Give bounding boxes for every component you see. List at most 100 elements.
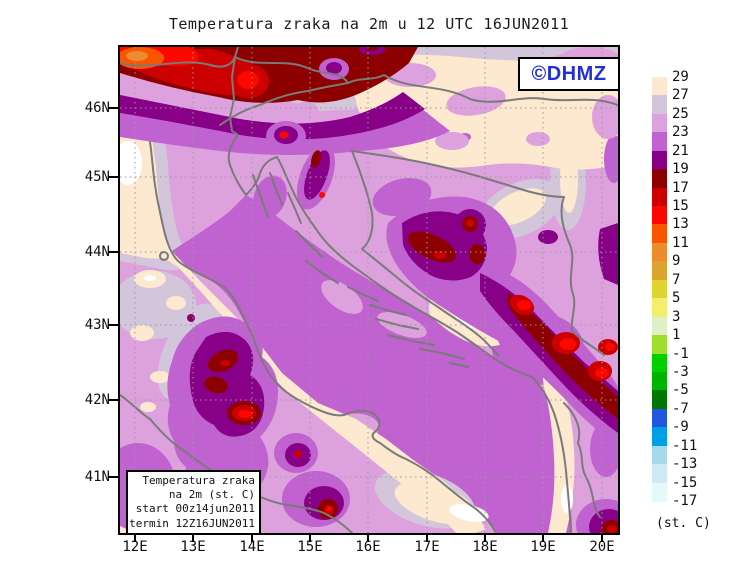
lon-tick-mark — [426, 535, 428, 542]
legend-tick-label: 7 — [672, 271, 681, 288]
run-info-line: termin 12Z16JUN2011 — [129, 516, 255, 530]
legend-tick-label: 29 — [672, 69, 689, 85]
legend-color-box — [652, 298, 667, 318]
lat-tick-mark — [108, 107, 118, 109]
legend-color-box — [652, 77, 667, 97]
legend-tick-label: 1 — [672, 327, 681, 344]
lon-tick-mark — [134, 535, 136, 542]
sava-border — [351, 150, 565, 198]
bottom-right-mountains — [576, 499, 618, 533]
lon-tick-label: 20E — [589, 539, 615, 555]
run-info-line: start 00z14jun2011 — [135, 502, 255, 516]
run-info-line: Temperatura zraka — [142, 474, 255, 487]
lon-tick-mark — [542, 535, 544, 542]
legend-tick-label: -5 — [672, 382, 689, 399]
figure-title: Temperatura zraka na 2m u 12 UTC 16JUN20… — [168, 15, 570, 33]
legend-color-box — [652, 261, 667, 281]
lat-tick-mark — [108, 251, 118, 253]
legend-tick-label: 5 — [672, 290, 681, 307]
legend-color-box — [652, 482, 667, 502]
alpine-borders — [120, 47, 618, 136]
legend-tick-label: 3 — [672, 308, 681, 325]
legend-unit-label: (st. C) — [656, 516, 711, 531]
lat-tick-mark — [108, 176, 118, 178]
legend-color-box — [652, 132, 667, 152]
legend-color-box — [652, 113, 667, 133]
legend-tick-label: -15 — [672, 474, 698, 491]
lon-tick-label: 12E — [122, 539, 148, 555]
legend-tick-label: 15 — [672, 198, 689, 215]
bosnia-mountains — [386, 196, 618, 445]
legend-color-box — [652, 427, 667, 447]
legend-color-box — [652, 169, 667, 189]
legend-tick-label: 17 — [672, 179, 689, 196]
map-canvas — [118, 45, 620, 535]
lon-tick-label: 19E — [530, 539, 556, 555]
legend-tick-label: -7 — [672, 400, 689, 417]
se-borders — [563, 330, 605, 518]
lon-tick-label: 14E — [239, 539, 265, 555]
legend-tick-label: 21 — [672, 142, 689, 159]
temperature-field-map — [120, 47, 618, 533]
lon-tick-label: 17E — [414, 539, 440, 555]
lat-tick-mark — [108, 399, 118, 401]
lon-tick-label: 13E — [180, 539, 206, 555]
legend-tick-label: -17 — [672, 493, 698, 509]
lon-tick-mark — [309, 535, 311, 542]
legend-tick-label: 25 — [672, 105, 689, 122]
legend-tick-label: -1 — [672, 345, 689, 362]
lat-tick-label: 41N — [84, 469, 110, 485]
lon-tick-mark — [484, 535, 486, 542]
run-info-line: na 2m (st. C) — [168, 488, 255, 502]
legend-color-box — [652, 316, 667, 336]
small-island — [159, 251, 169, 261]
legend-color-box — [652, 187, 667, 207]
legend-color-box — [652, 371, 667, 391]
lat-tick-label: 46N — [84, 100, 110, 116]
legend-color-box — [652, 390, 667, 410]
legend-color-box — [652, 335, 667, 355]
legend-color-box — [652, 408, 667, 428]
lat-tick-label: 42N — [84, 392, 110, 408]
lon-tick-mark — [251, 535, 253, 542]
lat-tick-mark — [108, 324, 118, 326]
lon-tick-label: 15E — [297, 539, 323, 555]
legend-tick-label: 13 — [672, 216, 689, 233]
lat-tick-mark — [108, 476, 118, 478]
legend-color-box — [652, 95, 667, 115]
legend-tick-label: 19 — [672, 161, 689, 178]
dhmz-watermark-box: ©DHMZ — [518, 57, 620, 91]
legend-color-box — [652, 150, 667, 170]
legend-tick-label: -3 — [672, 363, 689, 380]
legend-tick-label: -9 — [672, 419, 689, 436]
legend-tick-label: 27 — [672, 87, 689, 104]
lat-tick-label: 43N — [84, 317, 110, 333]
legend-color-box — [652, 353, 667, 373]
apennine-mountains — [167, 314, 350, 527]
dhmz-watermark-text: ©DHMZ — [531, 62, 607, 85]
legend-color-box — [652, 279, 667, 299]
legend-color-box — [652, 224, 667, 244]
legend-tick-label: 23 — [672, 124, 689, 141]
legend-color-box — [652, 242, 667, 262]
island-outlines — [252, 172, 469, 368]
legend-tick-label: 11 — [672, 234, 689, 251]
drina-border — [560, 196, 576, 332]
lon-tick-mark — [192, 535, 194, 542]
legend-tick-label: -13 — [672, 456, 698, 473]
legend-color-box — [652, 445, 667, 465]
lon-tick-label: 16E — [355, 539, 381, 555]
lon-tick-mark — [367, 535, 369, 542]
croatia-bosnia-border — [351, 150, 499, 356]
croatian-coastline — [227, 134, 572, 533]
legend-color-box — [652, 206, 667, 226]
lon-tick-label: 18E — [472, 539, 498, 555]
legend-color-box — [652, 464, 667, 484]
italian-coastline — [149, 141, 497, 533]
lon-tick-mark — [601, 535, 603, 542]
run-info-box: Temperatura zraka na 2m (st. C) start 00z1… — [126, 470, 261, 535]
slovenia-croatia-border — [219, 82, 349, 126]
lat-tick-label: 44N — [84, 244, 110, 260]
lat-tick-label: 45N — [84, 169, 110, 185]
